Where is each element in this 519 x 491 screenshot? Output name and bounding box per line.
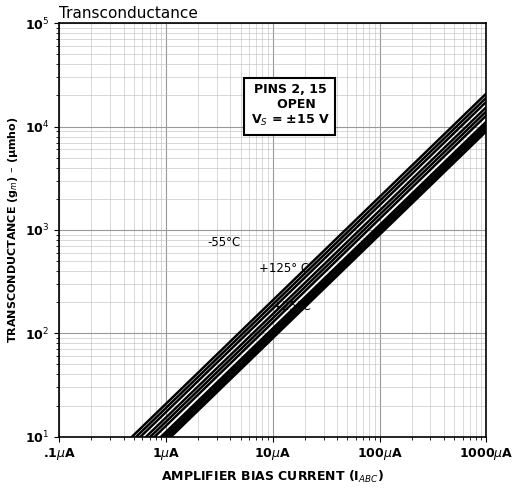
X-axis label: AMPLIFIER BIAS CURRENT (I$_{ABC}$): AMPLIFIER BIAS CURRENT (I$_{ABC}$) xyxy=(161,469,384,486)
Text: PINS 2, 15
   OPEN
V$_S$ = ±15 V: PINS 2, 15 OPEN V$_S$ = ±15 V xyxy=(251,83,329,129)
Text: Transconductance: Transconductance xyxy=(59,5,198,21)
Text: +125° C: +125° C xyxy=(260,262,310,275)
Y-axis label: TRANSCONDUCTANCE (g$_m$) – (μmho): TRANSCONDUCTANCE (g$_m$) – (μmho) xyxy=(6,116,20,343)
Text: +25°C: +25°C xyxy=(273,300,312,313)
Text: -55°C: -55°C xyxy=(208,236,241,249)
